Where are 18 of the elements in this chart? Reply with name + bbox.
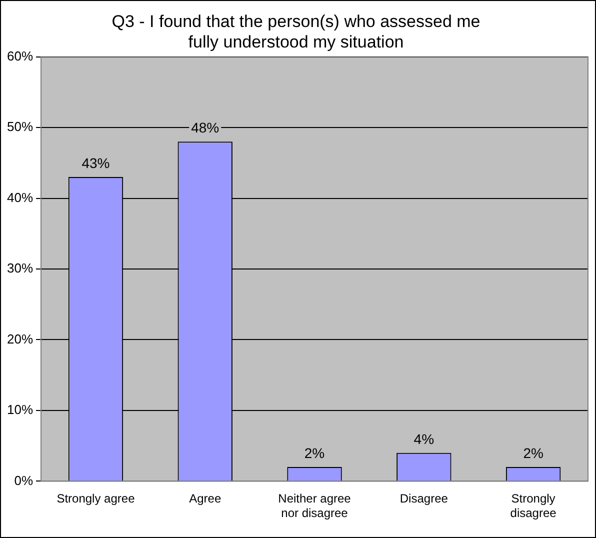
data-label: 48% [191,120,220,136]
y-tick-label: 30% [6,260,34,276]
y-tick-label: 20% [6,331,34,346]
y-tick-label: 60% [6,48,34,64]
chart-title: Q3 - I found that the person(s) who assessed me fully understood my situation [112,12,480,52]
x-tick-label: Agree [189,492,222,506]
data-label: 43% [82,154,110,171]
data-label: 4% [414,430,434,447]
x-tick-label: Neither agree nor disagree [278,492,352,520]
data-label: 2% [523,444,544,461]
x-tick-label: Strongly agree [56,492,136,506]
x-tick-label: Disagree [400,492,448,506]
data-label: 2% [304,444,325,461]
y-tick-label: 10% [6,402,34,418]
y-tick-label: 40% [6,190,34,205]
y-tick-label: 0% [14,472,34,488]
y-tick-label: 50% [6,119,34,134]
x-tick-label: Strongly disagree [510,492,557,520]
